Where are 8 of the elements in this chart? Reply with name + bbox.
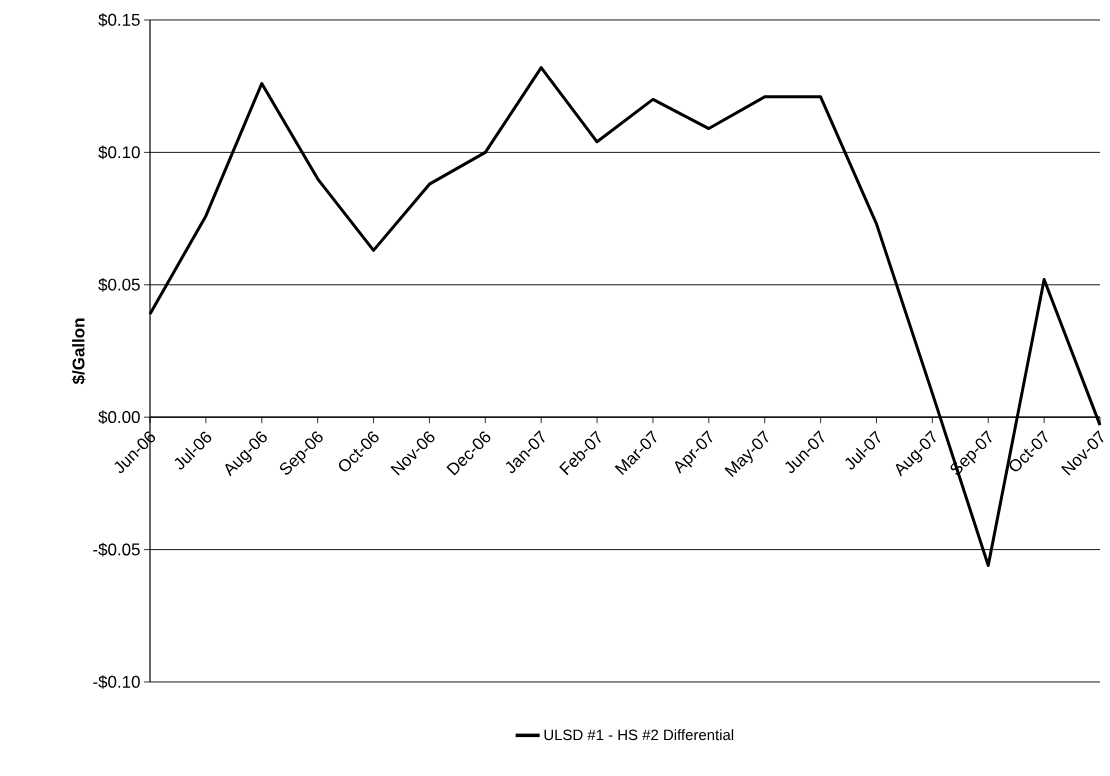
y-tick-label: $0.05 xyxy=(98,277,140,292)
y-tick-label: $0.00 xyxy=(98,410,140,425)
y-axis-title: $/Gallon xyxy=(71,318,86,385)
y-tick-label: -$0.05 xyxy=(93,542,140,557)
y-tick-label: $0.15 xyxy=(98,13,140,27)
y-tick-label: -$0.10 xyxy=(93,675,140,689)
y-tick-label: $0.10 xyxy=(98,145,140,160)
legend-label: ULSD #1 - HS #2 Differential xyxy=(544,729,734,741)
